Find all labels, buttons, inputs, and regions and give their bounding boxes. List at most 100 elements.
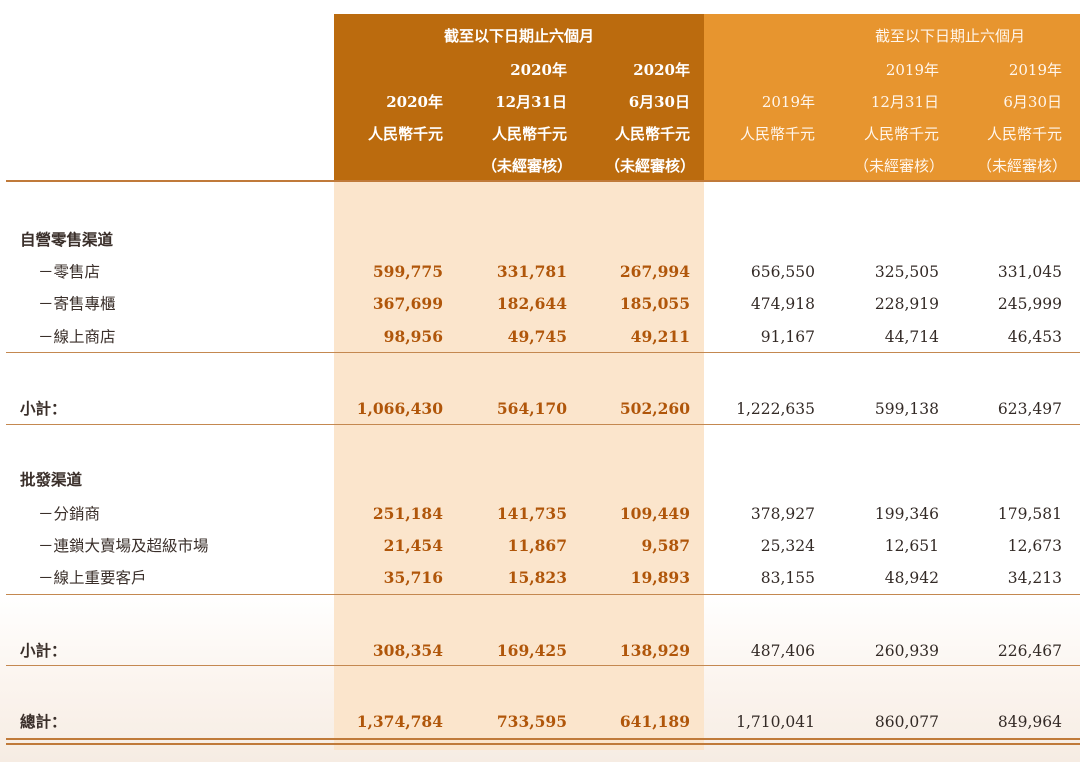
col4-year: 2019年: [761, 93, 815, 111]
table-row: －零售店 599,775 331,781 267,994 656,550 325…: [0, 261, 1080, 283]
section-title-self-operated: 自營零售渠道: [20, 230, 114, 249]
section-title-row: 批發渠道: [0, 469, 1080, 491]
subtotal-row: 小計： 1,066,430 564,170 502,260 1,222,635 …: [0, 398, 1080, 420]
table-row: －連鎖大賣場及超級市場 21,454 11,867 9,587 25,324 1…: [0, 535, 1080, 557]
total-rule-bottom: [6, 743, 1080, 745]
col3-date: 6月30日: [628, 93, 690, 111]
section-title-row: 自營零售渠道: [0, 229, 1080, 251]
table-row: －寄售專櫃 367,699 182,644 185,055 474,918 22…: [0, 293, 1080, 315]
value-cell: 849,964: [997, 713, 1062, 731]
col2-unit: 人民幣千元: [491, 125, 567, 143]
value-cell: 308,354: [372, 641, 443, 660]
col6-date: 6月30日: [1003, 93, 1062, 111]
row-label: －線上重要客戶: [38, 569, 147, 587]
value-cell: 245,999: [997, 295, 1062, 313]
col4-unit: 人民幣千元: [739, 125, 815, 143]
value-cell: 182,644: [496, 294, 567, 313]
col6-year: 2019年: [1008, 61, 1062, 79]
subtotal-label: 小計：: [20, 641, 67, 660]
value-cell: 83,155: [760, 569, 815, 587]
value-cell: 251,184: [372, 504, 443, 523]
col1-year: 2020年: [386, 93, 443, 111]
col5-unit: 人民幣千元: [863, 125, 939, 143]
total-row: 總計： 1,374,784 733,595 641,189 1,710,041 …: [0, 711, 1080, 733]
value-cell: 46,453: [1007, 328, 1062, 346]
value-cell: 641,189: [619, 712, 690, 731]
value-cell: 502,260: [619, 399, 690, 418]
total-rule-top: [6, 738, 1080, 740]
value-cell: 331,781: [496, 262, 567, 281]
table-row: －分銷商 251,184 141,735 109,449 378,927 199…: [0, 503, 1080, 525]
value-cell: 228,919: [874, 295, 939, 313]
row-label: －連鎖大賣場及超級市場: [38, 537, 209, 555]
value-cell: 226,467: [997, 642, 1062, 660]
value-cell: 35,716: [383, 568, 443, 587]
value-cell: 860,077: [874, 713, 939, 731]
col2-year: 2020年: [510, 61, 567, 79]
value-cell: 367,699: [372, 294, 443, 313]
col5-year: 2019年: [885, 61, 939, 79]
value-cell: 15,823: [507, 568, 567, 587]
row-label: －分銷商: [38, 505, 101, 523]
value-cell: 1,222,635: [736, 400, 815, 418]
value-cell: 267,994: [619, 262, 690, 281]
value-cell: 19,893: [630, 568, 690, 587]
value-cell: 199,346: [874, 505, 939, 523]
value-cell: 49,745: [507, 327, 567, 346]
value-cell: 109,449: [619, 504, 690, 523]
col6-note: （未經審核）: [976, 157, 1067, 175]
value-cell: 325,505: [874, 263, 939, 281]
value-cell: 44,714: [884, 328, 939, 346]
value-cell: 12,673: [1007, 537, 1062, 555]
group-title-2020: 截至以下日期止六個月: [443, 27, 594, 45]
column-tint-2020: [334, 180, 704, 750]
divider: [6, 594, 1080, 595]
col2-note: （未經審核）: [481, 157, 572, 175]
divider: [6, 352, 1080, 353]
value-cell: 25,324: [760, 537, 815, 555]
value-cell: 11,867: [507, 536, 567, 555]
col3-note: （未經審核）: [604, 157, 695, 175]
subtotal-label: 小計：: [20, 399, 67, 418]
divider: [6, 665, 1080, 666]
value-cell: 656,550: [750, 263, 815, 281]
row-label: －寄售專櫃: [38, 295, 116, 313]
col2-date: 12月31日: [495, 93, 567, 111]
value-cell: 733,595: [496, 712, 567, 731]
value-cell: 1,710,041: [736, 713, 815, 731]
divider: [6, 424, 1080, 425]
header-band-2019: [704, 14, 1080, 180]
value-cell: 474,918: [750, 295, 815, 313]
value-cell: 98,956: [383, 327, 443, 346]
value-cell: 141,735: [496, 504, 567, 523]
value-cell: 91,167: [760, 328, 815, 346]
value-cell: 21,454: [383, 536, 443, 555]
header-rule: [6, 180, 1080, 182]
value-cell: 179,581: [997, 505, 1062, 523]
value-cell: 260,939: [874, 642, 939, 660]
value-cell: 12,651: [884, 537, 939, 555]
col6-unit: 人民幣千元: [986, 125, 1062, 143]
value-cell: 185,055: [619, 294, 690, 313]
value-cell: 34,213: [1007, 569, 1062, 587]
table-row: －線上商店 98,956 49,745 49,211 91,167 44,714…: [0, 326, 1080, 348]
value-cell: 1,374,784: [356, 712, 443, 731]
col5-date: 12月31日: [870, 93, 939, 111]
row-label: －線上商店: [38, 328, 116, 346]
value-cell: 599,138: [874, 400, 939, 418]
value-cell: 331,045: [997, 263, 1062, 281]
row-label: －零售店: [38, 263, 101, 281]
table-row: －線上重要客戶 35,716 15,823 19,893 83,155 48,9…: [0, 567, 1080, 589]
value-cell: 378,927: [750, 505, 815, 523]
section-title-wholesale: 批發渠道: [20, 470, 83, 489]
value-cell: 1,066,430: [356, 399, 443, 418]
value-cell: 138,929: [619, 641, 690, 660]
col5-note: （未經審核）: [853, 157, 944, 175]
header-band-2020: [334, 14, 704, 180]
col1-unit: 人民幣千元: [367, 125, 443, 143]
value-cell: 564,170: [496, 399, 567, 418]
group-title-2019: 截至以下日期止六個月: [874, 27, 1025, 45]
col3-unit: 人民幣千元: [614, 125, 690, 143]
total-label: 總計：: [20, 712, 67, 731]
